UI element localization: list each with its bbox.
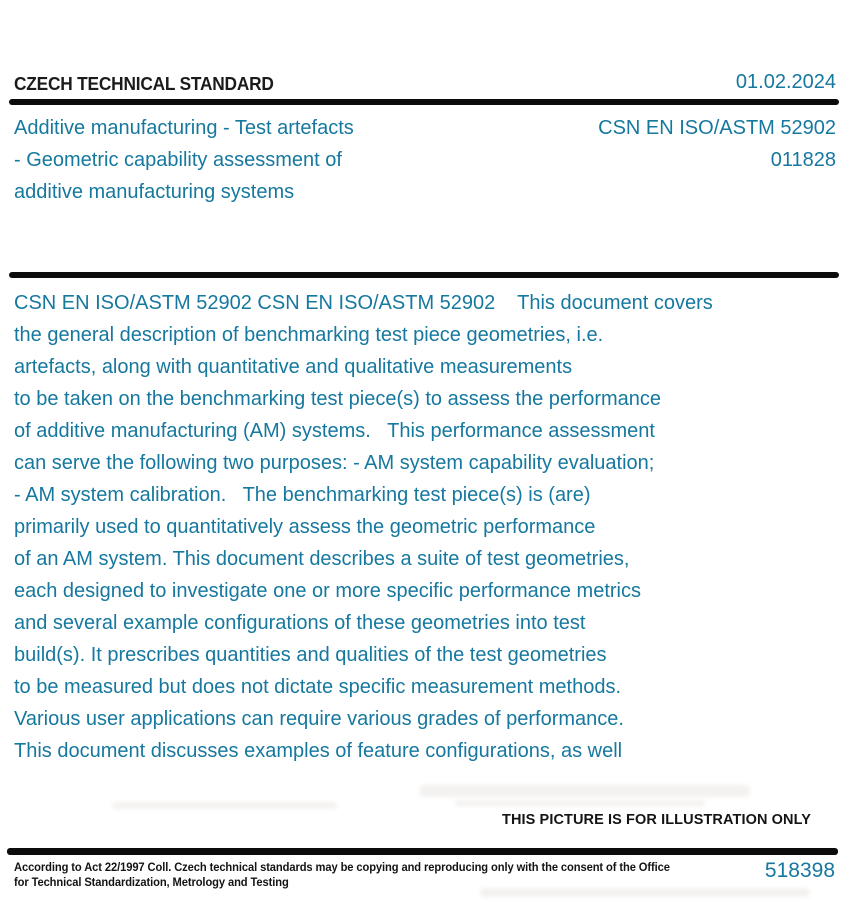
- abstract-line: CSN EN ISO/ASTM 52902 CSN EN ISO/ASTM 52…: [14, 292, 713, 314]
- abstract-line: each designed to investigate one or more…: [14, 580, 641, 602]
- abstract-line: to be taken on the benchmarking test pie…: [14, 388, 662, 410]
- standard-abstract: CSN EN ISO/ASTM 52902 CSN EN ISO/ASTM 52…: [14, 287, 713, 767]
- standard-reference: CSN EN ISO/ASTM 52902 011828: [598, 112, 836, 176]
- issue-date: 01.02.2024: [735, 71, 836, 93]
- copyright-notice-line: for Technical Standardization, Metrology…: [14, 877, 289, 889]
- faint-watermark: [455, 800, 705, 806]
- abstract-line: can serve the following two purposes: - …: [14, 452, 655, 474]
- abstract-line: - AM system calibration. The benchmarkin…: [14, 484, 591, 506]
- standard-class-number: 011828: [770, 149, 836, 171]
- illustration-disclaimer: THIS PICTURE IS FOR ILLUSTRATION ONLY: [502, 812, 812, 828]
- abstract-line: to be measured but does not dictate spec…: [14, 676, 622, 698]
- standard-title-line: Additive manufacturing - Test artefacts: [14, 117, 354, 139]
- abstract-line: the general description of benchmarking …: [14, 324, 604, 346]
- abstract-line: Various user applications can require va…: [14, 708, 624, 730]
- order-number: 518398: [764, 859, 835, 882]
- abstract-line: primarily used to quantitatively assess …: [14, 516, 596, 538]
- faint-watermark: [480, 888, 810, 897]
- standard-title-line: additive manufacturing systems: [14, 181, 295, 203]
- copyright-notice: According to Act 22/1997 Coll. Czech tec…: [14, 861, 670, 891]
- abstract-line: of additive manufacturing (AM) systems. …: [14, 420, 655, 442]
- abstract-line: This document discusses examples of feat…: [14, 740, 623, 762]
- faint-watermark: [420, 785, 750, 797]
- abstract-line: artefacts, along with quantitative and q…: [14, 356, 573, 378]
- footer-divider-rule: [7, 848, 838, 855]
- header-divider-rule: [9, 99, 839, 105]
- standard-title: Additive manufacturing - Test artefacts -…: [14, 112, 354, 208]
- title-divider-rule: [9, 272, 839, 278]
- abstract-line: build(s). It prescribes quantities and q…: [14, 644, 607, 666]
- standard-designation: CSN EN ISO/ASTM 52902: [598, 117, 836, 139]
- copyright-notice-line: According to Act 22/1997 Coll. Czech tec…: [14, 862, 670, 874]
- document-type-heading: CZECH TECHNICAL STANDARD: [14, 74, 274, 94]
- standard-title-line: - Geometric capability assessment of: [14, 149, 342, 171]
- abstract-line: and several example configurations of th…: [14, 612, 586, 634]
- abstract-line: of an AM system. This document describes…: [14, 548, 630, 570]
- faint-watermark: [112, 802, 337, 809]
